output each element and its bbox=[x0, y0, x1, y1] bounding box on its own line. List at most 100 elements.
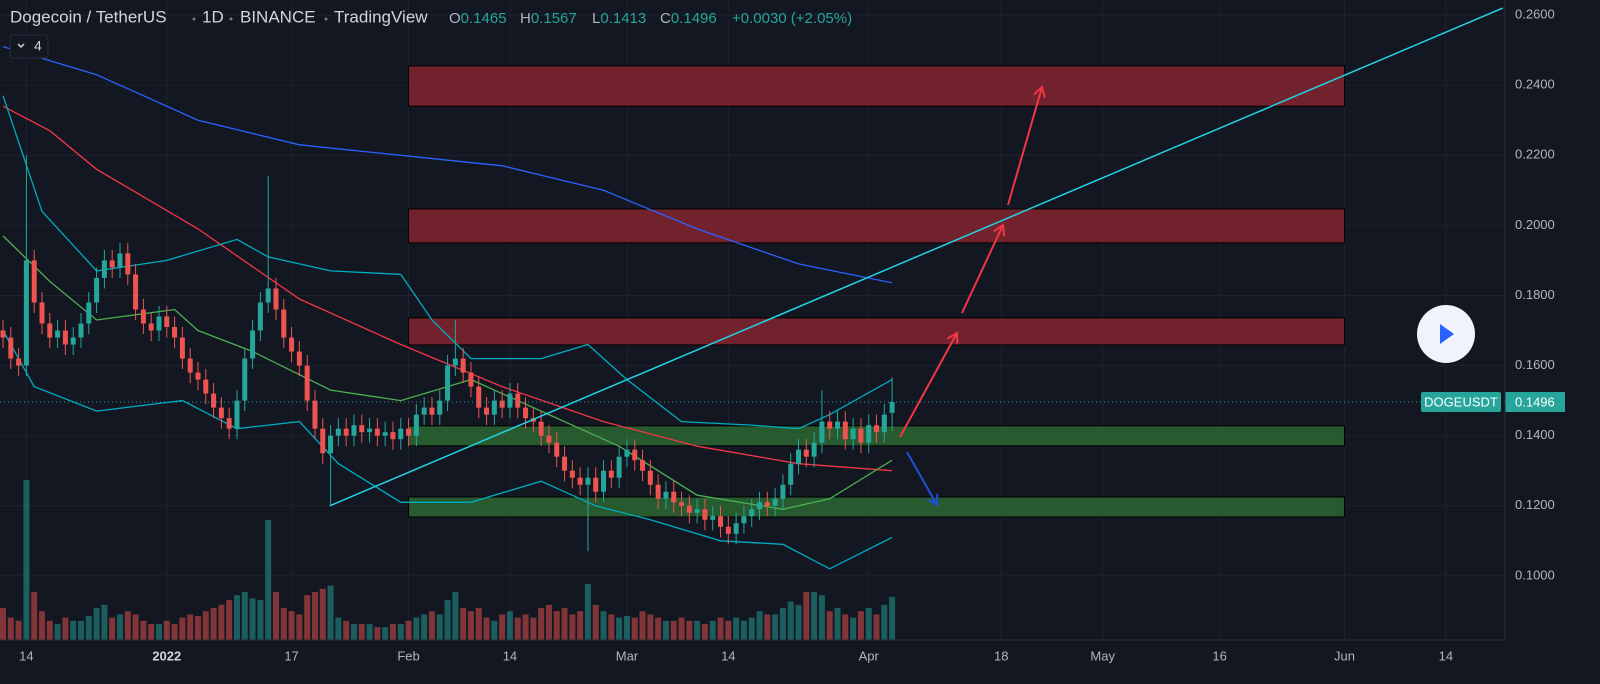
source: TradingView bbox=[334, 7, 428, 26]
x-tick-label: Jun bbox=[1334, 648, 1355, 663]
ohlc-label: H bbox=[520, 10, 531, 27]
volume-bar bbox=[842, 614, 849, 640]
candle-body bbox=[655, 484, 661, 499]
volume-bar bbox=[327, 585, 334, 640]
ohlc-value: 0.1567 bbox=[531, 10, 577, 27]
candle-body bbox=[23, 260, 29, 366]
candle-body bbox=[445, 365, 451, 401]
candle-body bbox=[819, 421, 825, 443]
zone bbox=[408, 208, 1345, 244]
candle-body bbox=[569, 470, 575, 478]
volume-bar bbox=[249, 598, 256, 640]
candle-body bbox=[468, 372, 474, 387]
candle-body bbox=[741, 516, 747, 524]
candle-body bbox=[133, 274, 139, 310]
volume-bar bbox=[873, 614, 880, 640]
volume-bar bbox=[569, 614, 576, 640]
candle-body bbox=[538, 421, 544, 436]
change: +0.0030 (+2.05%) bbox=[732, 10, 852, 27]
volume-bar bbox=[670, 620, 677, 640]
volume-bar bbox=[218, 604, 225, 640]
candle-body bbox=[172, 327, 178, 338]
candle-body bbox=[343, 428, 349, 436]
ohlc-item: C0.1496 bbox=[660, 10, 717, 27]
volume-bar bbox=[483, 617, 490, 640]
candle-body bbox=[624, 449, 630, 457]
volume-bar bbox=[436, 614, 443, 640]
indicator-line bbox=[2, 95, 893, 430]
candle-body bbox=[632, 449, 638, 461]
volume-bar bbox=[834, 608, 841, 640]
indicator-button[interactable] bbox=[9, 34, 49, 59]
indicator-toggle[interactable]: 4 bbox=[9, 34, 49, 59]
volume-bar bbox=[155, 624, 162, 640]
candle-body bbox=[382, 432, 388, 436]
volume-bar bbox=[257, 600, 264, 640]
arrow bbox=[961, 225, 1003, 314]
volume-bar bbox=[335, 617, 342, 640]
candle-body bbox=[718, 516, 724, 527]
candle-body bbox=[647, 470, 653, 485]
arrow bbox=[1007, 87, 1042, 206]
volume-bar bbox=[881, 604, 888, 640]
volume-bar bbox=[366, 624, 373, 640]
volume-bar bbox=[709, 620, 716, 640]
candle-body bbox=[780, 484, 786, 499]
candle-body bbox=[725, 526, 731, 534]
candle-body bbox=[164, 316, 170, 328]
ohlc-value: 0.1465 bbox=[461, 10, 507, 27]
volume-bar bbox=[561, 608, 568, 640]
volume-bar bbox=[171, 624, 178, 640]
candle-body bbox=[109, 260, 115, 268]
volume-bar bbox=[467, 611, 474, 640]
candle-body bbox=[421, 407, 427, 415]
volume-bar bbox=[343, 620, 350, 640]
volume-bar bbox=[226, 600, 233, 640]
volume-bar bbox=[77, 620, 84, 640]
volume-bar bbox=[46, 620, 53, 640]
separator bbox=[229, 17, 233, 21]
candle-body bbox=[328, 435, 334, 454]
x-tick-label: Feb bbox=[397, 648, 419, 663]
volume-bar bbox=[296, 614, 303, 640]
exchange: BINANCE bbox=[240, 7, 316, 26]
volume-bar bbox=[499, 614, 506, 640]
candle-body bbox=[757, 502, 763, 510]
volume-bar bbox=[132, 614, 139, 640]
candle-body bbox=[663, 491, 669, 499]
volume-bar bbox=[265, 520, 272, 640]
volume-bar bbox=[818, 595, 825, 640]
y-tick-label: 0.1800 bbox=[1515, 287, 1555, 302]
volume-bar bbox=[725, 620, 732, 640]
play-button[interactable] bbox=[1417, 305, 1475, 363]
volume-bar bbox=[374, 627, 381, 640]
candle-body bbox=[359, 425, 365, 433]
volume-bar bbox=[202, 611, 209, 640]
volume-bar bbox=[405, 620, 412, 640]
volume-bar bbox=[733, 617, 740, 640]
candle-body bbox=[874, 425, 880, 433]
x-tick-label: 16 bbox=[1212, 648, 1226, 663]
candle-body bbox=[881, 414, 887, 433]
candle-body bbox=[601, 470, 607, 492]
volume-bar bbox=[803, 592, 810, 640]
y-tick-label: 0.2000 bbox=[1515, 217, 1555, 232]
volume-bar bbox=[616, 617, 623, 640]
candle-body bbox=[211, 393, 217, 408]
volume-bar bbox=[15, 620, 22, 640]
volume-bar bbox=[553, 611, 560, 640]
volume-bar bbox=[811, 592, 818, 640]
ohlc-item: H0.1567 bbox=[520, 10, 577, 27]
candle-body bbox=[796, 449, 802, 464]
candle-body bbox=[803, 449, 809, 457]
candle-body bbox=[16, 358, 22, 366]
volume-bar bbox=[779, 608, 786, 640]
volume-bar bbox=[655, 617, 662, 640]
y-tick-label: 0.2200 bbox=[1515, 147, 1555, 162]
volume-bar bbox=[475, 608, 482, 640]
candle-body bbox=[117, 253, 123, 268]
zone bbox=[408, 65, 1345, 107]
volume-bar bbox=[109, 617, 116, 640]
indicator-line bbox=[2, 235, 893, 510]
